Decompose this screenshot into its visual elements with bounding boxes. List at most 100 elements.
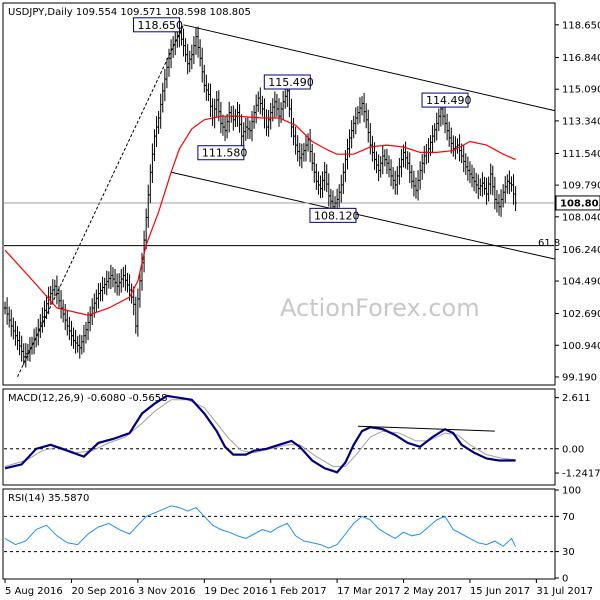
price-bar <box>508 170 511 194</box>
price-label-text: 108.120 <box>314 209 360 222</box>
price-bar <box>174 29 177 56</box>
price-bar <box>14 320 17 346</box>
price-bar <box>418 161 422 190</box>
last-price-label: 108.805 <box>560 198 600 209</box>
price-bar <box>66 310 69 336</box>
price-bar <box>103 277 106 295</box>
price-bar <box>88 306 92 332</box>
price-bar <box>32 328 36 355</box>
price-bar <box>101 276 104 302</box>
price-tick-label: 118.650 <box>562 20 600 31</box>
x-tick-label: 31 Jul 2017 <box>536 586 593 597</box>
price-bar <box>188 50 191 73</box>
price-bar <box>292 117 295 146</box>
price-bar <box>479 178 482 197</box>
price-label-box: 111.580 <box>197 145 247 161</box>
price-bar <box>117 273 121 296</box>
price-bar <box>269 102 272 130</box>
price-bar <box>232 105 235 131</box>
price-bar <box>356 106 360 125</box>
price-bar <box>223 116 227 142</box>
price-bar <box>362 92 366 123</box>
price-bar <box>153 129 156 162</box>
price-bar <box>302 143 306 162</box>
price-label-box: 114.490 <box>421 92 472 108</box>
price-bar <box>443 106 447 134</box>
macd-line <box>4 394 516 474</box>
price-bar <box>489 163 492 195</box>
price-bar <box>95 289 98 313</box>
price-bar <box>452 135 455 157</box>
price-bar <box>250 111 254 142</box>
price-bar <box>126 272 129 293</box>
price-bar <box>24 343 27 368</box>
price-bar <box>377 154 380 182</box>
price-bar <box>472 167 476 192</box>
price-bar <box>215 90 218 118</box>
price-bar <box>342 163 345 194</box>
price-bar <box>402 144 405 168</box>
price-bar <box>308 128 312 163</box>
price-bar <box>394 170 397 195</box>
price-bar <box>171 36 175 58</box>
price-bar <box>389 159 393 187</box>
price-bar <box>236 101 239 127</box>
price-bar <box>483 176 486 195</box>
price-bar <box>315 163 318 190</box>
price-bar <box>466 156 470 181</box>
price-label-box: 108.120 <box>309 207 360 223</box>
price-bar <box>213 98 216 129</box>
price-bar <box>421 153 424 180</box>
price-bar <box>72 327 75 349</box>
price-bar <box>225 113 229 139</box>
price-bar <box>99 282 102 302</box>
price-bar <box>464 153 467 175</box>
price-bar <box>364 103 368 129</box>
x-tick-label: 2 May 2017 <box>404 586 463 597</box>
price-bar <box>267 110 270 137</box>
price-bar <box>111 267 115 288</box>
price-bar <box>76 335 79 353</box>
price-bar <box>381 145 384 175</box>
price-bar <box>122 266 125 288</box>
price-bar <box>192 36 196 65</box>
price-bar <box>12 317 15 340</box>
price-bar <box>506 174 509 194</box>
price-bar <box>203 64 206 93</box>
price-bar <box>198 39 202 67</box>
price-bar <box>78 334 81 359</box>
last-price-box <box>555 195 600 211</box>
price-bar <box>344 150 347 182</box>
price-label-frame <box>309 207 357 223</box>
price-tick-label: 116.840 <box>562 53 600 64</box>
price-bar <box>53 279 57 297</box>
price-bar <box>147 184 150 228</box>
price-bar <box>254 94 258 124</box>
price-bar <box>97 283 100 309</box>
price-bar <box>396 166 399 195</box>
rsi-tick-label: 0 <box>562 574 568 585</box>
price-bar <box>354 107 357 135</box>
price-bar <box>201 47 204 83</box>
price-label-frame <box>133 17 181 33</box>
price-tick-label: 102.690 <box>562 309 600 320</box>
price-bar <box>84 321 88 344</box>
upper-channel-line <box>183 24 556 112</box>
price-bar <box>387 155 391 178</box>
price-bar <box>196 26 200 58</box>
price-bar <box>149 164 152 203</box>
price-bar <box>290 98 293 138</box>
price-bar <box>159 93 162 129</box>
price-bar <box>20 335 23 362</box>
price-bar <box>317 171 320 195</box>
price-bar <box>423 145 426 174</box>
price-bar <box>325 164 328 193</box>
price-bar <box>244 117 247 141</box>
price-bar <box>219 101 223 134</box>
macd-tick-label: 2.611 <box>562 393 591 404</box>
price-bar <box>230 105 233 123</box>
price-tick-label: 108.040 <box>562 212 600 223</box>
price-bar <box>74 329 77 354</box>
price-bar <box>416 170 420 201</box>
price-bar <box>51 279 54 305</box>
